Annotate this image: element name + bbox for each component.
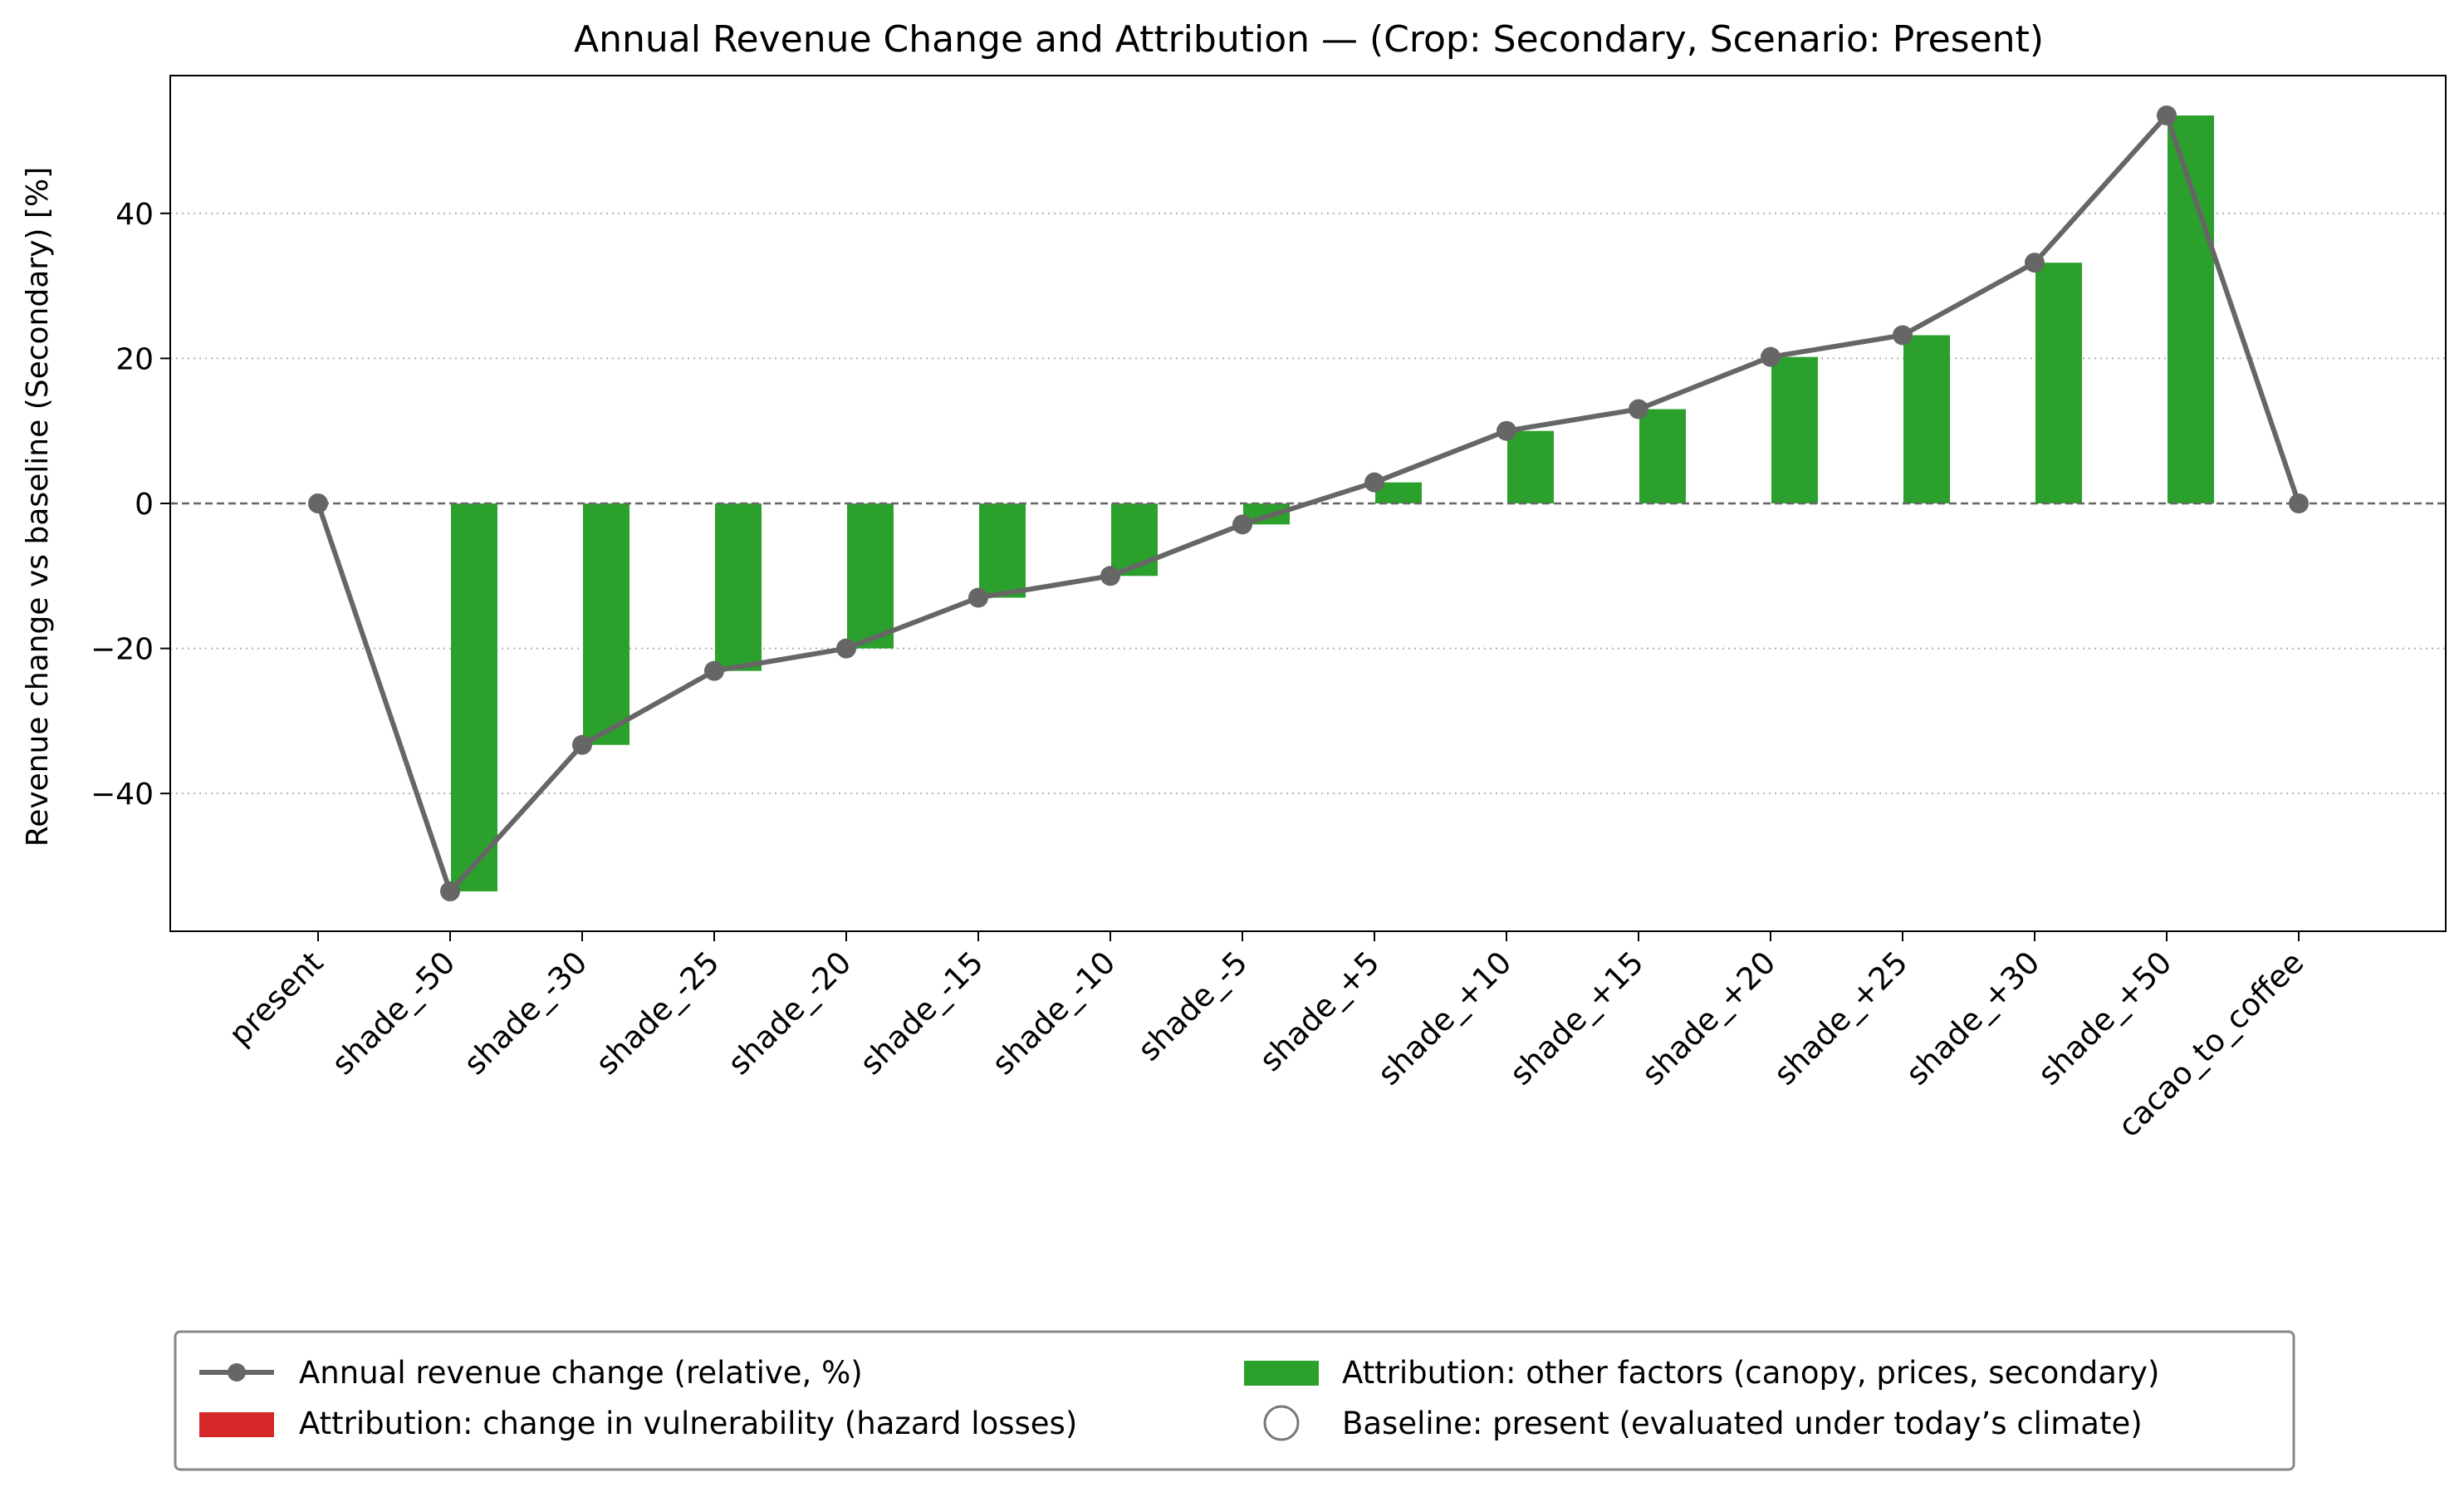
revenue-point-shade_+20 xyxy=(1761,346,1781,367)
revenue-point-shade_+50 xyxy=(2157,106,2177,126)
legend-swatch-other-factors xyxy=(1244,1361,1319,1386)
revenue-point-shade_-30 xyxy=(572,734,592,755)
legend-line-marker xyxy=(228,1363,246,1382)
revenue-point-cacao_to_coffee xyxy=(2289,493,2309,513)
bar-shade_-20 xyxy=(847,503,894,649)
y-tick-label: −20 xyxy=(91,633,154,667)
legend-label-vulnerability: Attribution: change in vulnerability (ha… xyxy=(299,1406,1077,1441)
revenue-point-shade_-15 xyxy=(968,587,988,608)
revenue-line-path xyxy=(316,113,2301,894)
revenue-point-shade_+15 xyxy=(1629,399,1648,420)
legend-label-revenue-line: Annual revenue change (relative, %) xyxy=(299,1355,863,1391)
bar-shade_-25 xyxy=(715,503,762,671)
y-tick-label: 20 xyxy=(115,342,154,376)
legend: Annual revenue change (relative, %) Attr… xyxy=(174,1330,2295,1471)
revenue-point-shade_-25 xyxy=(704,660,724,681)
legend-baseline-marker xyxy=(1263,1405,1300,1441)
bar-shade_+30 xyxy=(2035,263,2082,503)
revenue-point-shade_+30 xyxy=(2025,253,2045,273)
legend-label-baseline: Baseline: present (evaluated under today… xyxy=(1342,1406,2143,1441)
bar-shade_+10 xyxy=(1507,430,1554,503)
bars xyxy=(451,115,2214,891)
legend-swatch-vulnerability xyxy=(199,1412,274,1437)
revenue-line xyxy=(308,106,2309,901)
bar-shade_+25 xyxy=(1903,335,1950,503)
revenue-point-shade_+5 xyxy=(1364,472,1384,493)
legend-frame xyxy=(174,1330,2295,1471)
y-axis-ticks: 40 20 0 −20 −40 xyxy=(91,198,170,812)
bar-shade_+50 xyxy=(2168,115,2214,503)
y-tick-label: 0 xyxy=(135,488,154,522)
bar-shade_+15 xyxy=(1639,409,1686,503)
revenue-point-shade_+10 xyxy=(1497,420,1516,441)
y-axis-label: Revenue change vs baseline (Secondary) [… xyxy=(21,167,55,847)
y-tick-label: 40 xyxy=(115,198,154,232)
bar-shade_-30 xyxy=(583,503,629,745)
bar-shade_+20 xyxy=(1771,356,1818,503)
bar-shade_-10 xyxy=(1111,503,1158,577)
revenue-point-shade_+25 xyxy=(1893,325,1913,346)
bar-shade_-15 xyxy=(979,503,1026,598)
revenue-point-shade_-5 xyxy=(1232,514,1252,535)
revenue-point-present xyxy=(308,493,328,513)
legend-label-other-factors: Attribution: other factors (canopy, pric… xyxy=(1342,1355,2159,1391)
revenue-point-shade_-20 xyxy=(836,638,856,659)
revenue-point-shade_-10 xyxy=(1100,566,1120,586)
bar-shade_-50 xyxy=(451,503,497,891)
revenue-point-shade_-50 xyxy=(440,881,460,901)
y-tick-label: −40 xyxy=(91,778,154,812)
chart-title: Annual Revenue Change and Attribution — … xyxy=(574,18,2044,61)
